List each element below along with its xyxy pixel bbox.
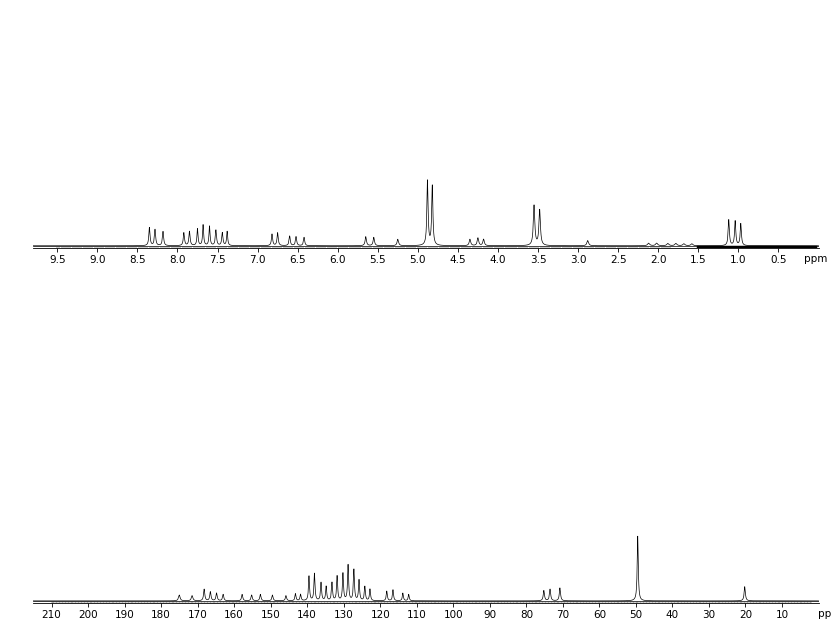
- Text: ppm: ppm: [819, 609, 831, 619]
- Text: ppm: ppm: [804, 254, 828, 264]
